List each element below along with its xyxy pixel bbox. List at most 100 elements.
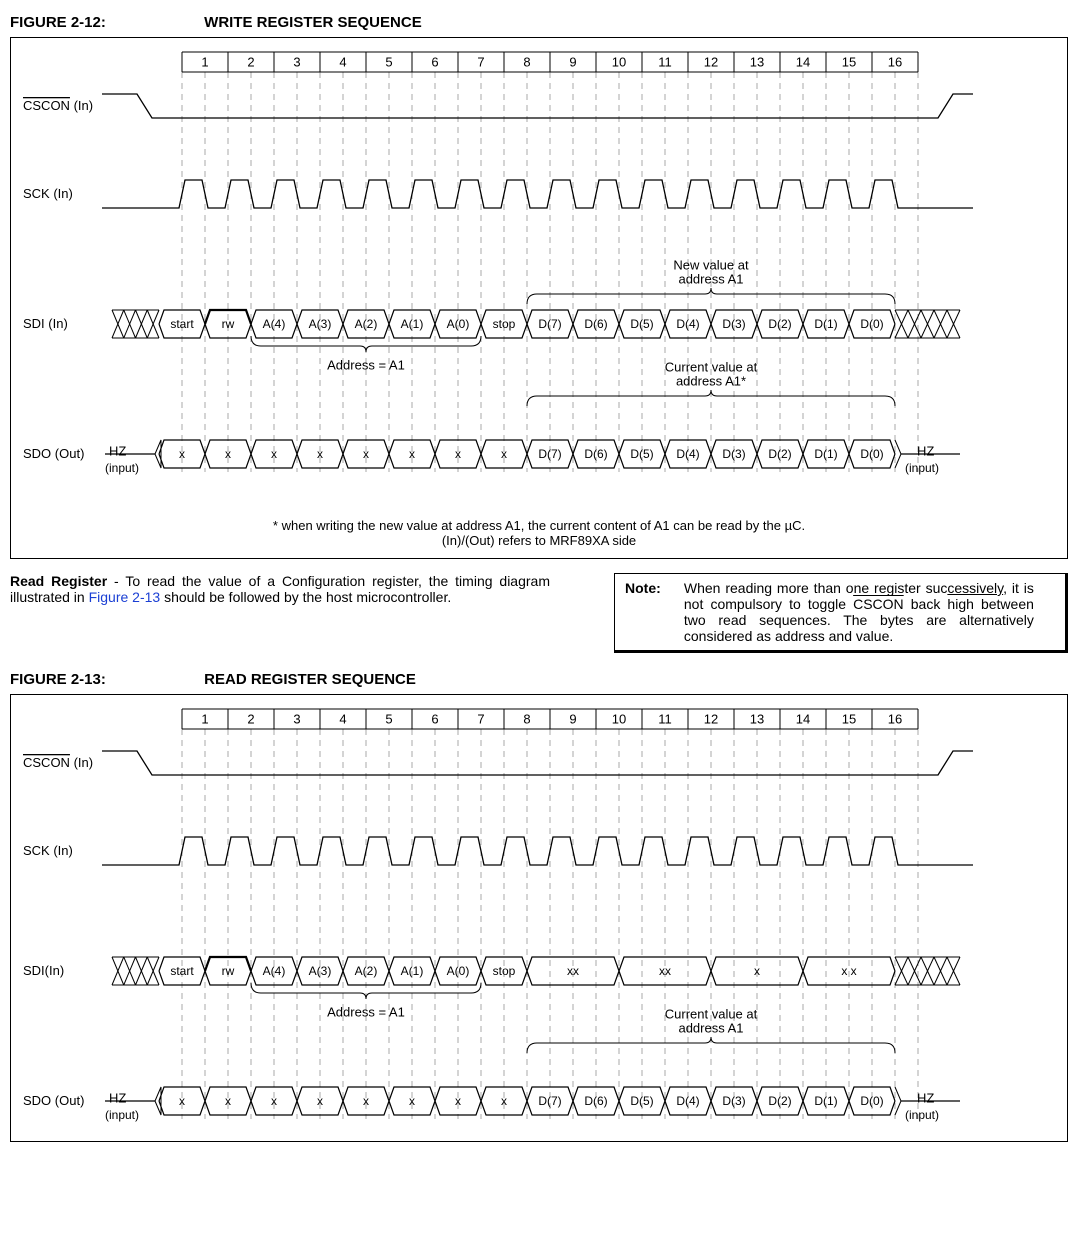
figure-link[interactable]: Figure 2-13	[89, 589, 161, 605]
read-register-paragraph: Read Register - To read the value of a C…	[10, 573, 550, 605]
svg-text:CSCON (In): CSCON (In)	[23, 98, 93, 113]
figure-12-footnote: * when writing the new value at address …	[17, 518, 1061, 548]
svg-text:4: 4	[339, 711, 346, 726]
svg-text:15: 15	[842, 711, 856, 726]
svg-text:A(2): A(2)	[355, 317, 378, 331]
mid-row: Read Register - To read the value of a C…	[10, 573, 1068, 653]
svg-text:x: x	[179, 1094, 185, 1108]
svg-text:D(7): D(7)	[538, 447, 561, 461]
svg-text:SCK (In): SCK (In)	[23, 186, 73, 201]
figure-12-title: WRITE REGISTER SEQUENCE	[204, 14, 422, 31]
figure-13-diagram: 12345678910111213141516CSCON (In)SCK (In…	[17, 701, 1061, 1131]
svg-text:12: 12	[704, 711, 718, 726]
svg-text:(input): (input)	[905, 461, 939, 475]
svg-text:x: x	[271, 447, 277, 461]
svg-text:6: 6	[431, 54, 438, 69]
svg-text:14: 14	[796, 54, 810, 69]
svg-text:x: x	[363, 1094, 369, 1108]
figure-12-box: 12345678910111213141516CSCON (In)SCK (In…	[10, 37, 1068, 559]
svg-text:8: 8	[523, 711, 530, 726]
svg-text:D(4): D(4)	[676, 447, 699, 461]
svg-text:D(0): D(0)	[860, 447, 883, 461]
svg-text:xx: xx	[567, 964, 579, 978]
svg-text:Current value at: Current value at	[665, 359, 758, 374]
svg-text:D(4): D(4)	[676, 317, 699, 331]
svg-text:xx: xx	[659, 964, 671, 978]
figure-13-title: READ REGISTER SEQUENCE	[204, 671, 416, 688]
svg-text:D(6): D(6)	[584, 317, 607, 331]
svg-text:Current value at: Current value at	[665, 1006, 758, 1021]
svg-text:New value at: New value at	[673, 257, 749, 272]
svg-text:x: x	[225, 447, 231, 461]
svg-text:x: x	[271, 1094, 277, 1108]
svg-text:7: 7	[477, 54, 484, 69]
svg-text:16: 16	[888, 711, 902, 726]
svg-text:D(3): D(3)	[722, 1094, 745, 1108]
svg-text:HZ: HZ	[109, 1090, 126, 1105]
svg-text:SDO (Out): SDO (Out)	[23, 446, 84, 461]
svg-text:D(4): D(4)	[676, 1094, 699, 1108]
figure-12-heading: FIGURE 2-12: WRITE REGISTER SEQUENCE	[10, 14, 1068, 31]
svg-text:D(2): D(2)	[768, 447, 791, 461]
svg-text:D(7): D(7)	[538, 1094, 561, 1108]
svg-text:start: start	[170, 964, 194, 978]
svg-text:10: 10	[612, 711, 626, 726]
svg-text:x: x	[317, 1094, 323, 1108]
svg-text:start: start	[170, 317, 194, 331]
svg-text:x: x	[455, 1094, 461, 1108]
svg-text:D(5): D(5)	[630, 1094, 653, 1108]
svg-text:D(6): D(6)	[584, 1094, 607, 1108]
figure-12-number: FIGURE 2-12:	[10, 14, 200, 31]
svg-text:stop: stop	[493, 964, 516, 978]
svg-text:SCK (In): SCK (In)	[23, 843, 73, 858]
svg-text:10: 10	[612, 54, 626, 69]
svg-text:x x: x x	[841, 964, 856, 978]
svg-text:SDI(In): SDI(In)	[23, 963, 64, 978]
svg-text:address A1*: address A1*	[676, 373, 746, 388]
svg-text:D(6): D(6)	[584, 447, 607, 461]
para-lead: Read Register	[10, 573, 107, 589]
svg-text:D(5): D(5)	[630, 317, 653, 331]
svg-text:14: 14	[796, 711, 810, 726]
svg-text:D(1): D(1)	[814, 1094, 837, 1108]
note-body: When reading more than one register succ…	[684, 580, 1034, 644]
svg-text:D(0): D(0)	[860, 1094, 883, 1108]
svg-text:(input): (input)	[105, 1108, 139, 1122]
svg-text:6: 6	[431, 711, 438, 726]
svg-text:D(2): D(2)	[768, 317, 791, 331]
svg-text:12: 12	[704, 54, 718, 69]
svg-text:13: 13	[750, 711, 764, 726]
figure-13-box: 12345678910111213141516CSCON (In)SCK (In…	[10, 694, 1068, 1142]
svg-text:A(0): A(0)	[447, 317, 470, 331]
svg-text:2: 2	[247, 54, 254, 69]
svg-text:3: 3	[293, 711, 300, 726]
svg-text:SDO (Out): SDO (Out)	[23, 1093, 84, 1108]
svg-text:x: x	[409, 447, 415, 461]
svg-text:HZ: HZ	[109, 443, 126, 458]
svg-text:A(3): A(3)	[309, 317, 332, 331]
svg-text:Address = A1: Address = A1	[327, 1004, 405, 1019]
svg-text:D(1): D(1)	[814, 447, 837, 461]
svg-text:D(7): D(7)	[538, 317, 561, 331]
svg-text:x: x	[754, 964, 760, 978]
svg-text:HZ: HZ	[917, 1090, 934, 1105]
svg-text:A(2): A(2)	[355, 964, 378, 978]
svg-text:D(3): D(3)	[722, 317, 745, 331]
svg-text:16: 16	[888, 54, 902, 69]
svg-text:x: x	[501, 447, 507, 461]
svg-text:D(5): D(5)	[630, 447, 653, 461]
svg-text:D(1): D(1)	[814, 317, 837, 331]
svg-text:7: 7	[477, 711, 484, 726]
svg-text:A(4): A(4)	[263, 964, 286, 978]
svg-text:x: x	[501, 1094, 507, 1108]
svg-text:(input): (input)	[905, 1108, 939, 1122]
svg-text:HZ: HZ	[917, 443, 934, 458]
svg-text:A(1): A(1)	[401, 317, 424, 331]
figure-13-number: FIGURE 2-13:	[10, 671, 200, 688]
svg-text:x: x	[363, 447, 369, 461]
svg-text:3: 3	[293, 54, 300, 69]
svg-text:A(4): A(4)	[263, 317, 286, 331]
figure-13-heading: FIGURE 2-13: READ REGISTER SEQUENCE	[10, 671, 1068, 688]
svg-text:SDI (In): SDI (In)	[23, 316, 68, 331]
svg-text:x: x	[225, 1094, 231, 1108]
